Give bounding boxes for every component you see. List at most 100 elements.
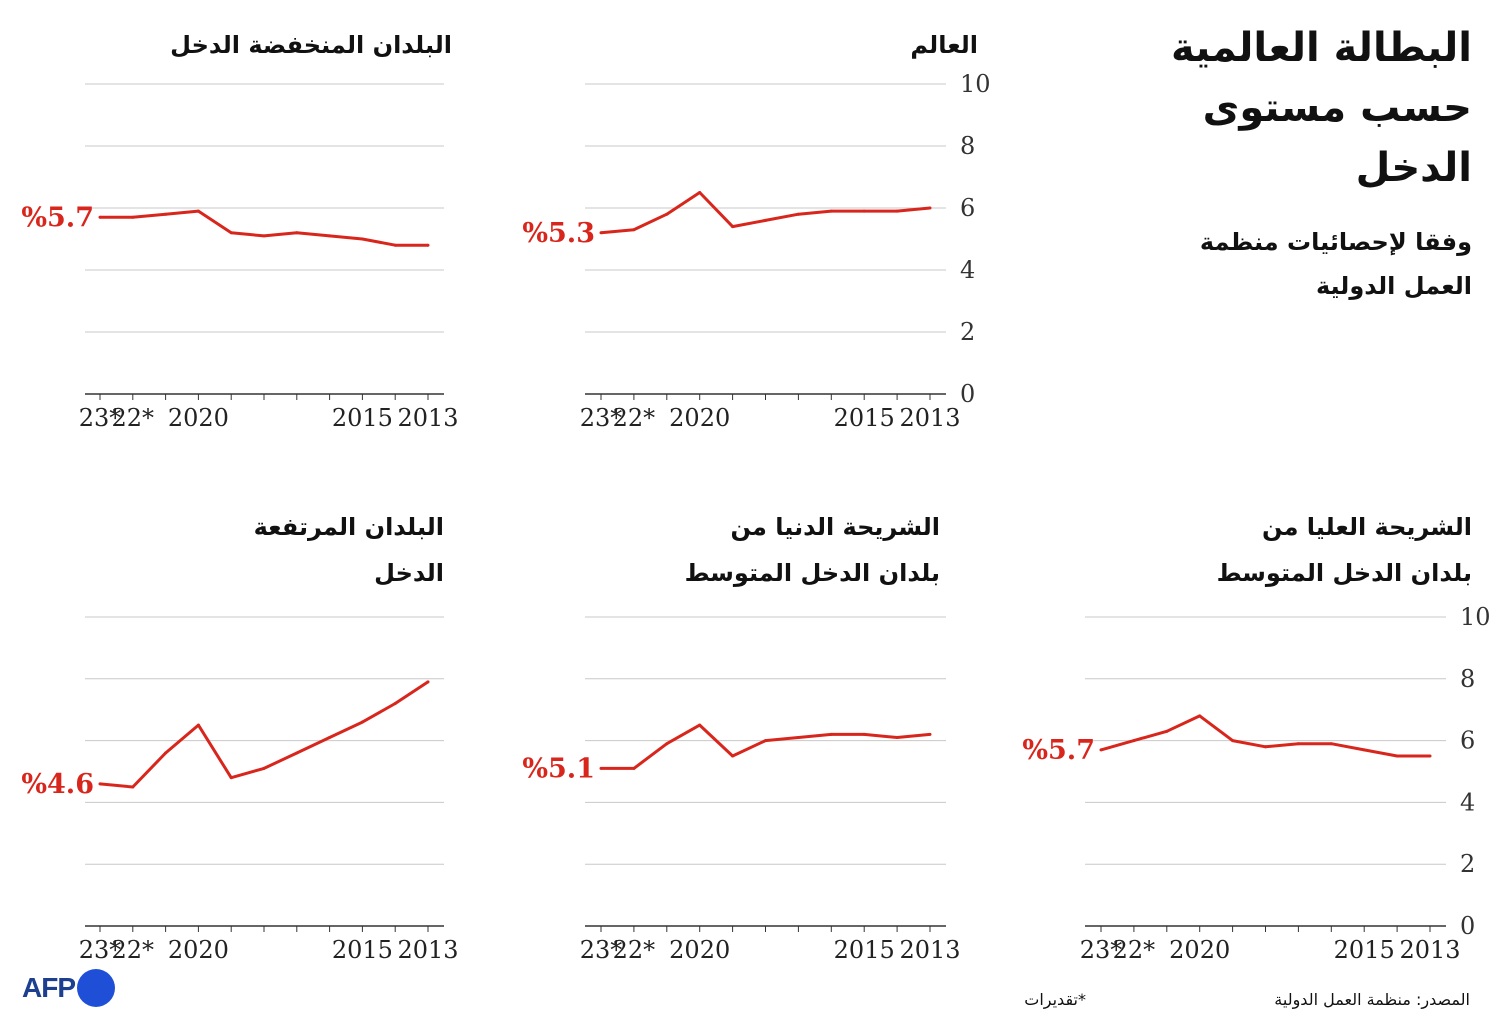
x-tick-label-high-income: 2015 — [332, 936, 393, 964]
panel-title-high-income: البلدان المرتفعة الدخل — [253, 513, 444, 587]
data-point-world — [698, 191, 702, 194]
series-line-lower-middle — [601, 723, 931, 770]
data-point-upper-middle — [1198, 714, 1202, 718]
y-tick-label-upper-middle: 8 — [1460, 665, 1475, 693]
end-value-label-upper-middle: %5.7 — [1022, 735, 1095, 766]
x-tick-label-upper-middle: 22* — [1113, 936, 1156, 964]
data-point-world — [928, 206, 932, 210]
data-point-low-income — [164, 212, 168, 216]
x-tick-label-world: 22* — [613, 404, 656, 432]
data-point-lower-middle — [665, 742, 669, 746]
data-point-low-income — [262, 234, 266, 238]
x-tick-label-low-income: 2020 — [168, 404, 229, 432]
data-point-lower-middle — [731, 754, 735, 758]
data-point-high-income — [164, 751, 168, 755]
data-point-upper-middle — [1428, 754, 1432, 758]
x-tick-label-low-income: 2015 — [332, 404, 393, 432]
data-point-high-income — [131, 785, 135, 789]
x-tick-label-low-income: 2013 — [397, 404, 458, 432]
page-title: البطالة العالمية حسب مستوى الدخل — [1171, 25, 1472, 191]
data-point-low-income — [229, 231, 233, 235]
data-point-high-income — [360, 720, 364, 724]
x-tick-label-upper-middle: 2015 — [1334, 936, 1395, 964]
x-tick-label-high-income: 22* — [112, 936, 155, 964]
x-tick-label-world: 2015 — [834, 404, 895, 432]
data-point-upper-middle — [1165, 729, 1169, 733]
x-tick-label-high-income: 23* — [79, 936, 122, 964]
series-line-low-income — [100, 209, 428, 247]
data-point-low-income — [295, 231, 299, 235]
x-tick-label-upper-middle: 23* — [1080, 936, 1123, 964]
data-point-low-income — [131, 215, 135, 219]
y-tick-label-upper-middle: 0 — [1460, 912, 1475, 940]
data-point-world — [796, 212, 800, 216]
afp-logo: AFP — [22, 969, 115, 1007]
source-note: المصدر: منظمة العمل الدولية — [1274, 990, 1470, 1009]
series-line-high-income — [99, 680, 429, 789]
x-tick-label-world: 2013 — [899, 404, 960, 432]
end-value-label-low-income: %5.7 — [21, 202, 94, 233]
data-point-upper-middle — [1231, 739, 1235, 743]
series-line-upper-middle — [1100, 714, 1430, 758]
data-point-high-income — [262, 766, 266, 770]
data-point-upper-middle — [1362, 748, 1366, 752]
x-tick-label-high-income: 2013 — [397, 936, 458, 964]
data-point-lower-middle — [764, 739, 767, 743]
y-tick-label-upper-middle: 6 — [1460, 727, 1475, 755]
data-point-lower-middle — [796, 736, 800, 740]
data-point-low-income — [426, 243, 430, 247]
data-point-world — [764, 218, 767, 222]
x-tick-label-high-income: 2020 — [168, 936, 229, 964]
series-line-world — [600, 191, 931, 235]
panel-title-world: العالم — [910, 31, 978, 59]
x-tick-label-low-income: 23* — [79, 404, 122, 432]
data-point-upper-middle — [1329, 742, 1333, 746]
y-tick-label-upper-middle: 10 — [1460, 603, 1491, 631]
data-point-high-income — [328, 736, 332, 740]
data-point-low-income — [393, 243, 397, 247]
panel-title-low-income: البلدان المنخفضة الدخل — [170, 31, 452, 59]
y-tick-label-world: 10 — [960, 70, 991, 98]
x-tick-label-lower-middle: 2020 — [669, 936, 730, 964]
data-point-low-income — [196, 209, 200, 213]
afp-logo-dot — [77, 969, 115, 1007]
y-tick-label-world: 8 — [960, 132, 975, 160]
data-point-high-income — [393, 702, 397, 706]
data-point-world — [862, 209, 866, 213]
data-point-high-income — [426, 680, 430, 684]
afp-logo-text: AFP — [22, 972, 76, 1003]
page-subtitle: وفقا لإحصائيات منظمة العمل الدولية — [1199, 228, 1472, 300]
y-tick-label-world: 4 — [960, 256, 975, 284]
x-tick-label-low-income: 22* — [112, 404, 155, 432]
data-point-low-income — [360, 237, 364, 241]
y-tick-label-world: 6 — [960, 194, 975, 222]
title-block: البطالة العالمية حسب مستوى الدخل وفقا لإ… — [1142, 18, 1472, 308]
data-point-world — [829, 209, 833, 213]
panel-title-lower-middle: الشريحة الدنيا من بلدان الدخل المتوسط — [684, 513, 940, 587]
estimates-footnote: *تقديرات — [1024, 990, 1086, 1009]
data-point-world — [731, 225, 735, 229]
data-point-low-income — [98, 215, 102, 219]
x-tick-label-world: 23* — [580, 404, 623, 432]
x-tick-label-lower-middle: 2015 — [834, 936, 895, 964]
x-tick-label-upper-middle: 2020 — [1169, 936, 1230, 964]
data-point-lower-middle — [599, 766, 603, 770]
end-value-label-high-income: %4.6 — [21, 769, 94, 800]
data-point-upper-middle — [1395, 754, 1399, 758]
data-point-world — [632, 228, 636, 232]
data-point-high-income — [295, 751, 299, 755]
data-point-high-income — [196, 723, 200, 727]
data-point-upper-middle — [1296, 742, 1300, 746]
panel-title-upper-middle: الشريحة العليا من بلدان الدخل المتوسط — [1216, 513, 1472, 587]
data-point-lower-middle — [862, 732, 866, 736]
y-tick-label-world: 0 — [960, 380, 975, 408]
data-point-low-income — [328, 234, 332, 238]
x-tick-label-lower-middle: 2013 — [899, 936, 960, 964]
data-point-world — [665, 212, 669, 216]
data-point-upper-middle — [1264, 745, 1267, 749]
data-point-world — [599, 231, 603, 235]
y-tick-label-upper-middle: 4 — [1460, 788, 1475, 816]
end-value-label-lower-middle: %5.1 — [522, 753, 595, 784]
data-point-upper-middle — [1132, 739, 1136, 743]
